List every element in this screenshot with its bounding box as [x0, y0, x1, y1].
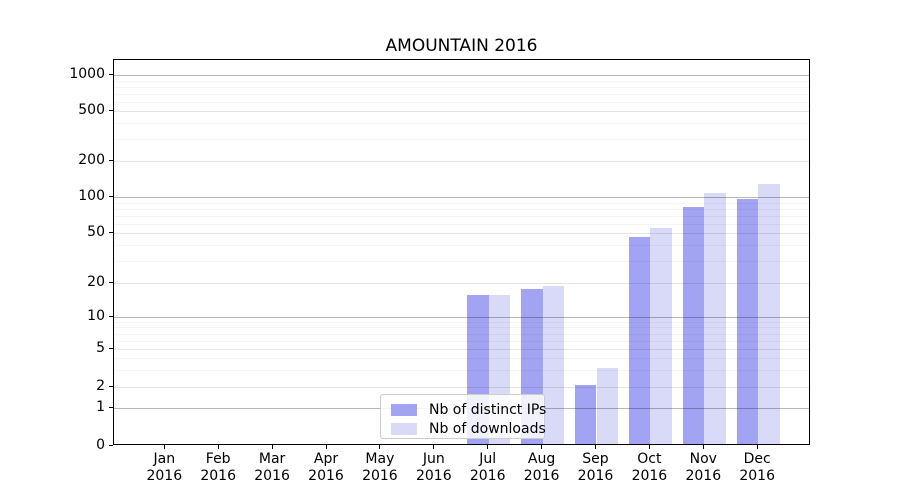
y-tick-mark — [109, 196, 113, 197]
x-tick-label-apr: Apr 2016 — [308, 451, 344, 484]
y-tick-mark — [109, 385, 113, 387]
legend-swatch-downloads — [391, 422, 417, 435]
x-tick-mark — [433, 445, 435, 449]
x-tick-mark — [325, 445, 327, 449]
bar-oct-ips — [628, 236, 651, 444]
y-tick-mark — [109, 160, 113, 161]
y-tick-mark — [109, 348, 113, 349]
bar-dec-downloads — [758, 184, 780, 444]
x-tick-label-feb: Feb 2016 — [200, 451, 236, 484]
legend-label-downloads: Nb of downloads — [429, 420, 546, 437]
x-tick-label-oct: Oct 2016 — [631, 451, 668, 484]
bar-nov-ips — [682, 206, 705, 444]
y-tick-mark — [109, 110, 113, 111]
y-tick-label-100: 100 — [78, 188, 105, 204]
y-tick-label-0: 0 — [96, 437, 105, 453]
x-tick-label-jun: Jun 2016 — [415, 451, 452, 484]
y-tick-mark — [109, 281, 113, 283]
legend: Nb of distinct IPs Nb of downloads — [380, 394, 546, 439]
bar-sep-ips — [574, 384, 597, 444]
y-tick-mark — [109, 232, 113, 233]
y-tick-mark — [109, 445, 113, 446]
y-tick-label-10: 10 — [87, 308, 105, 324]
chart-title: AMOUNTAIN 2016 — [385, 36, 538, 56]
bar-oct-downloads — [650, 228, 672, 444]
bar-nov-downloads — [704, 192, 726, 444]
y-tick-label-50: 50 — [87, 224, 105, 240]
x-tick-label-jul: Jul 2016 — [469, 451, 506, 484]
y-tick-mark — [109, 406, 113, 408]
x-tick-label-nov: Nov 2016 — [685, 451, 722, 484]
legend-label-distinct-ips: Nb of distinct IPs — [429, 401, 547, 418]
x-tick-mark — [595, 445, 596, 449]
y-tick-label-200: 200 — [78, 152, 105, 168]
x-tick-mark — [541, 445, 543, 449]
x-tick-label-jan: Jan 2016 — [146, 451, 183, 484]
legend-swatch-distinct-ips — [391, 403, 417, 416]
y-tick-mark — [109, 316, 113, 317]
plot-area: Nb of distinct IPs Nb of downloads — [113, 59, 810, 445]
y-tick-label-1: 1 — [96, 398, 105, 415]
y-tick-label-500: 500 — [78, 102, 105, 118]
bar-dec-ips — [736, 198, 759, 444]
x-tick-mark — [702, 445, 704, 449]
x-tick-mark — [487, 445, 489, 449]
x-tick-mark — [163, 445, 165, 449]
x-tick-mark — [379, 445, 381, 449]
y-tick-label-1000: 1000 — [69, 66, 105, 82]
legend-item-distinct-ips: Nb of distinct IPs — [391, 401, 546, 418]
x-tick-mark — [756, 445, 758, 449]
x-tick-label-mar: Mar 2016 — [254, 451, 290, 484]
bar-sep-downloads — [596, 367, 619, 444]
x-tick-label-sep: Sep 2016 — [577, 451, 614, 484]
y-tick-label-2: 2 — [96, 377, 105, 394]
bar-aug-downloads — [542, 285, 565, 444]
x-tick-label-aug: Aug 2016 — [523, 451, 560, 484]
bars-layer — [114, 60, 809, 444]
y-tick-label-20: 20 — [87, 273, 105, 290]
x-tick-mark — [217, 445, 219, 449]
x-tick-mark — [648, 445, 650, 449]
x-tick-label-may: May 2016 — [362, 451, 398, 484]
x-tick-label-dec: Dec 2016 — [739, 451, 775, 484]
legend-item-downloads: Nb of downloads — [391, 420, 546, 437]
y-tick-label-5: 5 — [96, 340, 105, 356]
x-tick-mark — [271, 445, 273, 449]
y-tick-mark — [109, 74, 113, 75]
